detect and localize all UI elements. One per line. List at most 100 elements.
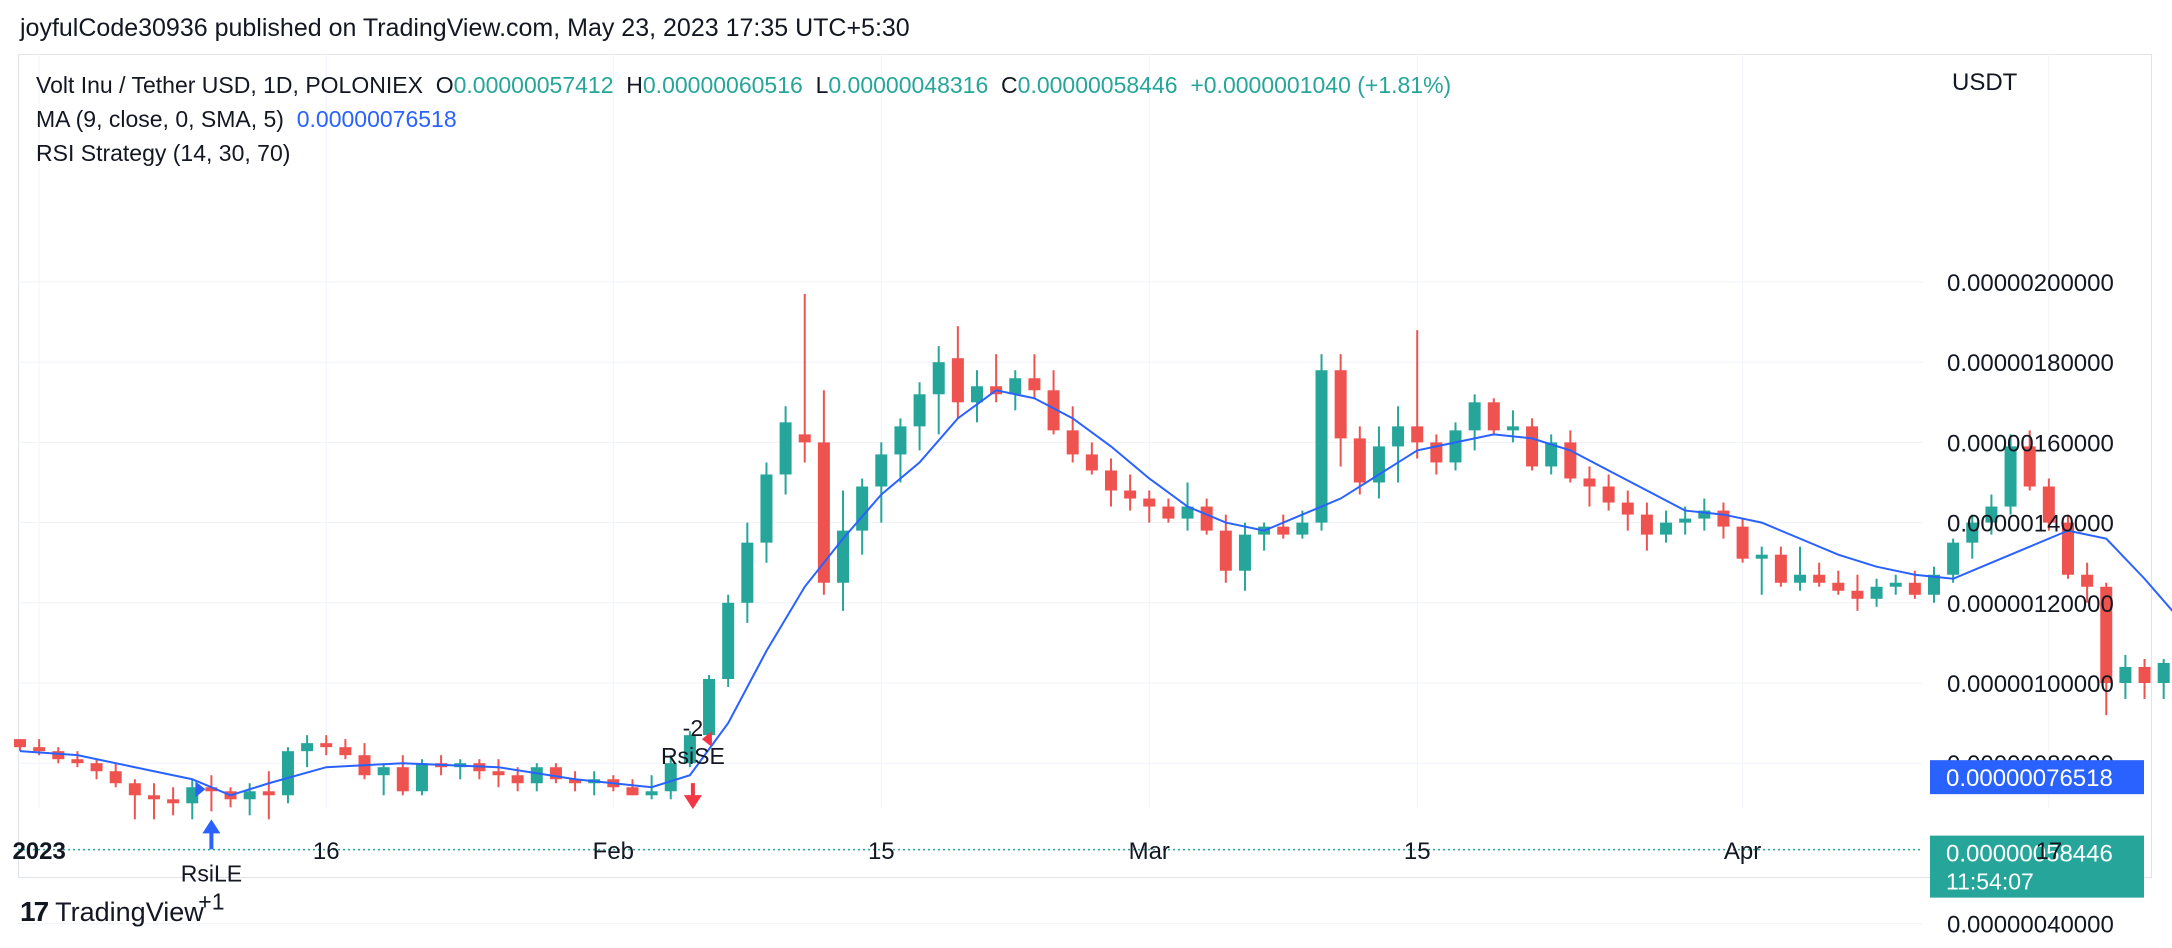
ma-price-tag-text: 0.00000076518 [1946, 765, 2113, 792]
candle-up [1870, 586, 1883, 599]
candle-down [1162, 506, 1175, 519]
ma-line-layer [19, 389, 2172, 797]
signal-qty: +1 [198, 888, 224, 914]
candle-down [1411, 426, 1424, 443]
candle-up [1506, 426, 1519, 431]
candle-down [492, 771, 505, 776]
candle-up [243, 791, 256, 800]
candle-up [664, 763, 677, 792]
candle-down [2138, 666, 2151, 683]
candle-down [320, 743, 333, 748]
candle-down [167, 799, 180, 804]
candle-up [1238, 534, 1251, 571]
legend-ma[interactable]: MA (9, close, 0, SMA, 5) 0.00000076518 [36, 106, 457, 133]
time-tick-label: 15 [868, 838, 895, 865]
candle-down [2061, 522, 2074, 575]
candle-down [1143, 498, 1156, 507]
candle-up [703, 678, 716, 736]
time-tick-label: 16 [313, 838, 340, 865]
signal-qty: -2 [683, 715, 703, 741]
legend-symbol: Volt Inu / Tether USD, 1D, POLONIEX [36, 72, 423, 98]
candle-up [683, 735, 696, 764]
last-price-tag-text: 0.00000058446 [1946, 841, 2113, 868]
countdown-text: 11:54:07 [1946, 869, 2034, 895]
long-arrow-icon [202, 819, 221, 834]
candle-down [147, 795, 160, 800]
price-tick-label: 0.00000180000 [1947, 350, 2114, 377]
time-tick-label: 17 [2035, 838, 2062, 865]
time-tick-label: 2023 [12, 838, 65, 865]
candle-down [1028, 378, 1041, 391]
signals-layer: RsiLE+1-2RsiSERsiLE+2 [181, 715, 725, 914]
candle-down [14, 739, 26, 748]
candle-up [530, 767, 543, 784]
time-axis: 202316Feb15Mar15Apr17May15Ju [12, 838, 2062, 865]
candle-up [722, 602, 735, 679]
ma-label: MA (9, close, 0, SMA, 5) [36, 106, 284, 132]
candle-down [1908, 582, 1921, 595]
candle-down [1621, 502, 1634, 515]
candle-up [894, 426, 907, 455]
price-axis: 0.00000200000 0.00000180000 0.00000160000 0… [1930, 69, 2144, 939]
candle-up [875, 454, 888, 487]
tradingview-footer: 17 TradingView [20, 896, 204, 928]
entry-marker-icon [195, 781, 206, 798]
candle-up [1928, 574, 1940, 595]
price-tick-label: 0.00000120000 [1947, 591, 2114, 618]
candle-down [339, 747, 352, 756]
candle-down [2081, 574, 2094, 587]
candle-down [1774, 554, 1787, 583]
candle-down [1813, 574, 1826, 583]
last-price-tag [1930, 835, 2144, 898]
tradingview-logo-icon: 17 [20, 896, 49, 927]
high-value: 0.00000060516 [642, 72, 803, 98]
candle-down [798, 434, 811, 443]
candle-up [281, 751, 294, 796]
open-value: 0.00000057412 [453, 72, 614, 98]
candle-down [33, 747, 46, 752]
candle-down [626, 787, 639, 796]
ma-line [19, 389, 2172, 797]
candle-up [415, 763, 428, 792]
brand-text: TradingView [55, 896, 204, 927]
candle-up [1181, 506, 1194, 519]
candle-down [109, 771, 122, 784]
candle-up [779, 422, 792, 475]
price-tick-label: 0.00000140000 [1947, 511, 2114, 538]
candle-down [1526, 426, 1539, 467]
candle-up [377, 767, 390, 776]
low-label: L [815, 72, 829, 98]
candles-layer [14, 294, 2170, 820]
candle-up [645, 791, 658, 796]
price-tick-label: 0.00000040000 [1947, 912, 2114, 939]
candle-up [913, 394, 926, 427]
candle-down [1066, 430, 1079, 455]
candle-down [1487, 402, 1500, 431]
low-value: 0.00000048316 [828, 72, 989, 98]
candle-down [90, 763, 103, 772]
candle-down [2100, 586, 2113, 683]
legend-strategy[interactable]: RSI Strategy (14, 30, 70) [36, 140, 290, 167]
candle-up [1009, 378, 1022, 395]
time-tick-label: Apr [1724, 838, 1761, 865]
publish-info: joyfulCode30936 published on TradingView… [20, 14, 910, 42]
time-tick-label: 15 [1404, 838, 1431, 865]
candle-up [971, 386, 983, 403]
long-arrow-stem [209, 831, 214, 850]
candle-down [71, 759, 84, 764]
candle-down [511, 775, 524, 784]
close-value: 0.00000058446 [1017, 72, 1178, 98]
price-axis-unit: USDT [1952, 69, 2018, 96]
price-tick-label: 0.00000200000 [1947, 270, 2114, 297]
candle-up [1966, 522, 1979, 543]
open-label: O [435, 72, 454, 98]
candle-down [1047, 390, 1060, 431]
candle-down [1602, 486, 1615, 503]
candle-up [741, 542, 754, 603]
candle-up [2157, 662, 2170, 683]
candle-up [1755, 554, 1768, 559]
candle-down [1736, 526, 1749, 559]
candle-down [1640, 514, 1653, 535]
change-value: +0.0000001040 (+1.81%) [1190, 72, 1452, 98]
